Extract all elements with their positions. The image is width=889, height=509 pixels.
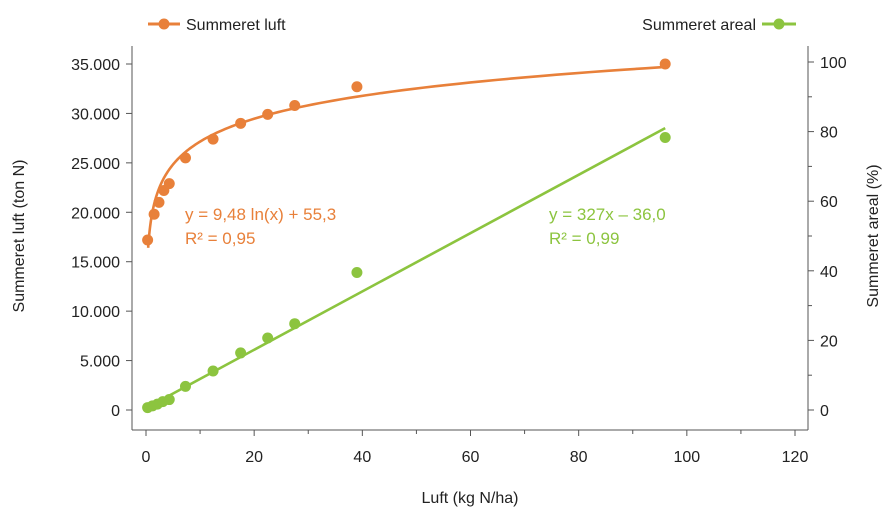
left-y-axis-title: Summeret luft (ton N) <box>11 160 28 313</box>
right-y-tick-label: 60 <box>820 194 838 211</box>
areal-data-point <box>351 267 363 279</box>
luft-equation-label: y = 9,48 ln(x) + 55,3 <box>185 205 336 224</box>
legend-label-luft: Summeret luft <box>186 17 286 34</box>
left-y-axis-ticks: 0 5.000 10.000 15.000 20.000 25.000 30.000 35.0… <box>71 57 132 420</box>
luft-data-point <box>148 208 160 220</box>
x-tick-label: 0 <box>142 449 151 466</box>
areal-data-point <box>207 365 219 377</box>
luft-r2-label: R² = 0,95 <box>185 229 255 248</box>
x-tick-label: 20 <box>245 449 263 466</box>
left-y-tick-label: 5.000 <box>80 354 120 371</box>
left-y-tick-label: 10.000 <box>71 304 120 321</box>
luft-data-point <box>659 58 671 70</box>
luft-data-point <box>351 81 363 93</box>
left-y-tick-label: 15.000 <box>71 255 120 272</box>
luft-data-point <box>262 108 274 120</box>
legend: Summeret luft Summeret areal <box>148 17 796 34</box>
areal-data-point <box>262 332 274 344</box>
right-y-tick-label: 20 <box>820 333 838 350</box>
luft-data-point <box>153 196 165 208</box>
left-y-tick-label: 30.000 <box>71 106 120 123</box>
luft-data-point <box>235 117 247 129</box>
right-y-tick-label: 0 <box>820 403 829 420</box>
legend-marker-areal <box>773 18 785 30</box>
x-tick-label: 120 <box>782 449 809 466</box>
legend-marker-luft <box>158 18 170 30</box>
x-tick-label: 60 <box>462 449 480 466</box>
areal-data-point <box>163 394 175 406</box>
legend-label-areal: Summeret areal <box>642 17 756 34</box>
areal-data-point <box>659 132 671 144</box>
x-tick-label: 40 <box>353 449 371 466</box>
luft-data-point <box>179 152 191 164</box>
left-y-tick-label: 25.000 <box>71 156 120 173</box>
right-y-tick-label: 80 <box>820 125 838 142</box>
left-y-tick-label: 0 <box>111 403 120 420</box>
x-tick-label: 80 <box>570 449 588 466</box>
luft-data-point <box>142 234 154 246</box>
left-y-tick-label: 35.000 <box>71 57 120 74</box>
areal-data-point <box>289 318 301 330</box>
luft-data-point <box>207 133 219 145</box>
right-y-tick-label: 100 <box>820 55 847 72</box>
series-layer <box>142 58 671 414</box>
areal-data-point <box>235 347 247 359</box>
x-tick-label: 100 <box>673 449 700 466</box>
x-axis-title: Luft (kg N/ha) <box>422 490 519 507</box>
areal-trendline <box>147 126 666 409</box>
areal-equation-label: y = 327x – 36,0 <box>549 205 666 224</box>
x-axis-ticks: 0 20 40 60 80 100 120 <box>142 430 809 466</box>
left-y-tick-label: 20.000 <box>71 205 120 222</box>
areal-data-point <box>179 380 191 392</box>
right-y-axis-ticks: 0 20 40 60 80 100 <box>808 55 847 420</box>
right-y-tick-label: 40 <box>820 264 838 281</box>
areal-r2-label: R² = 0,99 <box>549 229 619 248</box>
right-y-axis-title: Summeret areal (%) <box>865 164 882 307</box>
luft-data-point <box>289 100 301 112</box>
luft-data-point <box>163 178 175 190</box>
